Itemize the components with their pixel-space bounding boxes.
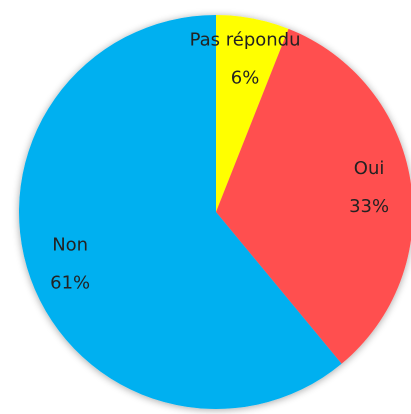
pie [18, 15, 411, 409]
slice-label: Pas répondu [190, 30, 301, 51]
slice-label: Oui [354, 158, 385, 179]
slice-value-label: 33% [349, 196, 389, 217]
slice-value-label: 61% [50, 273, 90, 294]
slice-value-label: 6% [231, 68, 260, 89]
pie-slice [18, 15, 342, 409]
pie-slice [216, 15, 289, 212]
labels: Pas répondu 6% Oui 33% Non 61% [50, 30, 389, 294]
slice-label: Non [52, 235, 88, 256]
pie-slice [216, 28, 411, 364]
